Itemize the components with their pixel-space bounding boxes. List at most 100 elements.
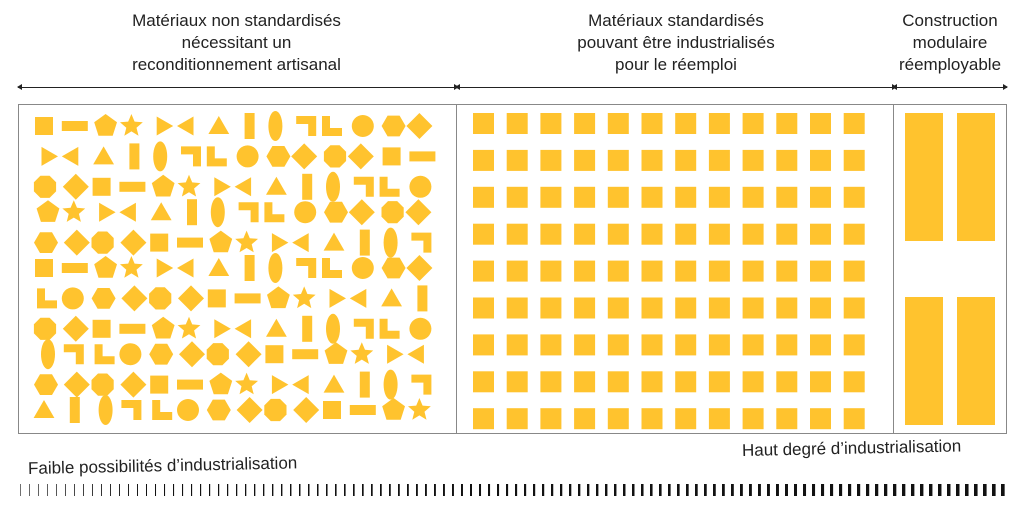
scale-tick xyxy=(866,484,870,496)
l-shape xyxy=(411,232,432,253)
scale-tick xyxy=(938,484,942,496)
vertical-bar-shape xyxy=(69,397,80,423)
scale-tick xyxy=(569,484,572,496)
triangle-shape xyxy=(407,344,424,364)
hexagon-shape xyxy=(381,257,406,279)
scale-tick xyxy=(839,484,843,496)
scale-tick xyxy=(299,484,301,496)
star-shape xyxy=(408,398,431,420)
standard-square xyxy=(843,260,865,282)
standard-square xyxy=(776,408,798,430)
scale-tick xyxy=(407,484,409,496)
scale-tick xyxy=(389,484,391,496)
standard-square xyxy=(506,223,528,245)
standard-square xyxy=(641,260,663,282)
ellipse-shape xyxy=(326,171,340,202)
triangle-shape xyxy=(323,232,345,251)
l-shape xyxy=(181,146,201,167)
scale-tick xyxy=(920,484,924,496)
module-rectangle xyxy=(905,297,943,425)
bar-shape xyxy=(177,237,203,248)
hexagon-shape xyxy=(324,201,348,223)
scale-tick xyxy=(722,484,725,496)
square-shape xyxy=(265,345,284,364)
standard-square xyxy=(843,334,865,356)
triangle-shape xyxy=(271,233,289,253)
standard-square xyxy=(574,371,596,393)
diamond-shape xyxy=(121,285,148,312)
scale-tick xyxy=(317,484,319,496)
triangle-shape xyxy=(156,116,174,136)
scale-tick xyxy=(182,484,184,496)
scale-tick xyxy=(623,484,626,496)
scale-tick xyxy=(731,484,734,496)
scale-tick xyxy=(992,484,996,496)
standard-square xyxy=(473,297,494,319)
octagon-shape xyxy=(91,373,114,396)
triangle-shape xyxy=(150,202,172,221)
standard-square xyxy=(540,297,562,319)
square-shape xyxy=(207,289,226,308)
standard-square xyxy=(641,408,663,430)
standard-square xyxy=(540,334,562,356)
l-shape xyxy=(296,258,317,278)
scale-tick xyxy=(488,484,491,496)
scale-tick xyxy=(893,484,897,496)
l-shape xyxy=(63,344,84,365)
octagon-shape xyxy=(149,287,172,310)
square-shape xyxy=(150,375,169,394)
scale-tick xyxy=(281,484,283,496)
triangle-shape xyxy=(234,319,252,339)
triangle-shape xyxy=(119,202,136,222)
standard-square xyxy=(742,186,764,208)
standard-square xyxy=(742,149,764,171)
standard-square xyxy=(810,297,831,319)
scale-tick xyxy=(560,484,563,496)
square-shape xyxy=(92,177,111,196)
standard-square xyxy=(540,260,562,282)
standard-square xyxy=(675,371,697,393)
scale-tick xyxy=(173,484,175,496)
scale-tick xyxy=(236,484,238,496)
l-shape xyxy=(37,288,57,309)
standard-square xyxy=(810,186,831,208)
octagon-shape xyxy=(33,175,57,198)
diamond-shape xyxy=(62,315,89,342)
scale-tick xyxy=(821,484,825,496)
square-shape xyxy=(323,401,341,419)
scale-tick xyxy=(290,484,292,496)
standard-square xyxy=(810,408,831,430)
triangle-shape xyxy=(292,375,309,395)
standard-square xyxy=(708,297,730,319)
standard-square xyxy=(810,113,831,134)
standard-square xyxy=(742,113,764,134)
standard-square xyxy=(742,408,764,430)
triangle-shape xyxy=(266,176,287,195)
scale-tick xyxy=(479,484,482,496)
standard-square xyxy=(574,260,596,282)
module-rectangle xyxy=(905,113,943,241)
triangle-shape xyxy=(41,146,58,166)
scale-tick xyxy=(911,484,915,496)
triangle-shape xyxy=(329,288,346,308)
standard-square xyxy=(473,334,494,356)
octagon-shape xyxy=(264,398,287,422)
standard-square xyxy=(574,223,596,245)
standard-square xyxy=(506,371,528,393)
ellipse-shape xyxy=(153,141,168,172)
scale-tick xyxy=(542,484,545,496)
scale-tick xyxy=(380,484,382,496)
scale-tick xyxy=(335,484,337,496)
scale-tick xyxy=(128,484,129,496)
star-shape xyxy=(235,230,258,253)
scale-tick xyxy=(227,484,229,496)
pentagon-shape xyxy=(36,200,60,222)
pentagon-shape xyxy=(151,316,175,339)
scale-tick xyxy=(200,484,202,496)
vertical-bar-shape xyxy=(187,199,197,226)
scale-tick xyxy=(326,484,328,496)
column-title-modular: Construction modulaire réemployable xyxy=(898,11,1002,74)
standard-square xyxy=(843,297,865,319)
l-shape xyxy=(353,318,374,339)
triangle-shape xyxy=(93,146,114,165)
